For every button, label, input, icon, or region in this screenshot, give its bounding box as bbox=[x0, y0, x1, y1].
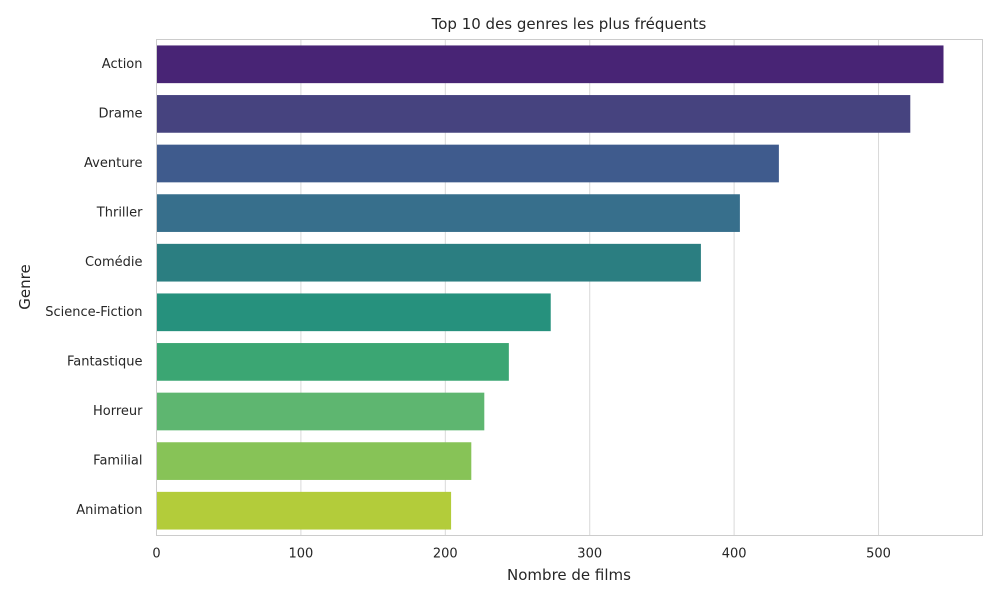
y-tick-label: Fantastique bbox=[67, 354, 143, 369]
bar-familial bbox=[156, 442, 472, 480]
bar-aventure bbox=[156, 144, 779, 183]
y-tick-label: Aventure bbox=[84, 156, 142, 171]
bar-thriller bbox=[156, 194, 740, 232]
y-tick-label: Action bbox=[102, 57, 143, 72]
y-tick-label: Animation bbox=[76, 503, 142, 518]
plot-frame bbox=[156, 39, 983, 536]
x-tick-label: 500 bbox=[866, 547, 891, 562]
x-tick-labels: 0 100 200 300 400 500 bbox=[152, 547, 891, 562]
bar-drame bbox=[156, 95, 911, 133]
bar-science-fiction bbox=[156, 293, 551, 332]
y-tick-label: Familial bbox=[93, 454, 142, 469]
y-tick-labels: Action Drame Aventure Thriller Comédie Scienc… bbox=[45, 57, 143, 518]
y-tick-label: Comédie bbox=[85, 255, 143, 270]
y-tick-label: Horreur bbox=[93, 404, 143, 419]
x-axis-title: Nombre de films bbox=[507, 566, 631, 584]
y-tick-label: Thriller bbox=[96, 206, 143, 221]
y-axis-title: Genre bbox=[16, 264, 34, 309]
chart-title: Top 10 des genres les plus fréquents bbox=[431, 15, 707, 33]
bar-action bbox=[156, 45, 944, 84]
y-tick-label: Science-Fiction bbox=[45, 305, 142, 320]
bar-horreur bbox=[156, 392, 485, 431]
bar-animation bbox=[156, 491, 452, 530]
y-tick-label: Drame bbox=[99, 106, 143, 121]
x-tick-label: 200 bbox=[433, 547, 458, 562]
x-tick-label: 300 bbox=[577, 547, 602, 562]
bars bbox=[156, 45, 944, 530]
x-tick-label: 100 bbox=[288, 547, 313, 562]
x-tick-label: 0 bbox=[152, 547, 160, 562]
bar-fantastique bbox=[156, 343, 509, 381]
bar-com-die bbox=[156, 243, 701, 282]
x-tick-label: 400 bbox=[722, 547, 747, 562]
